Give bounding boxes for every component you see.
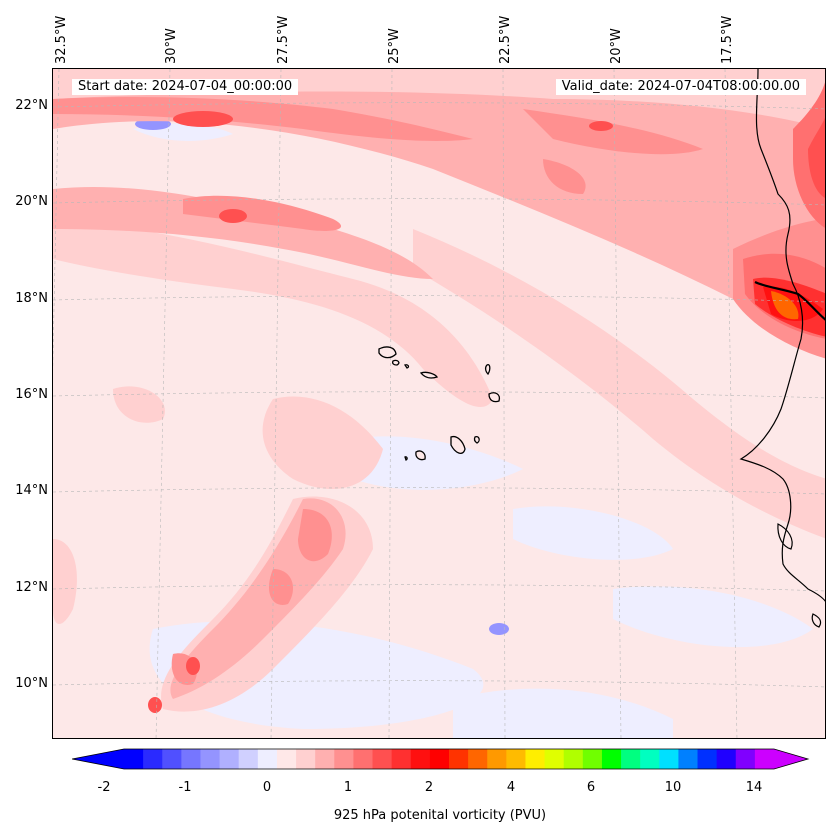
- lat-label: 22°N: [15, 98, 48, 113]
- colorbar-swatch: [659, 749, 679, 769]
- colorbar-label: 925 hPa potenital vorticity (PVU): [333, 808, 547, 823]
- lat-label: 12°N: [15, 580, 48, 595]
- pv-core-red: [148, 111, 613, 713]
- lat-label: 18°N: [15, 291, 48, 306]
- colorbar: [72, 748, 810, 770]
- colorbar-swatch: [429, 749, 450, 769]
- lat-label: 14°N: [15, 483, 48, 498]
- colorbar-swatch: [735, 749, 756, 769]
- lon-label: 27.5°W: [276, 15, 291, 64]
- colorbar-swatch: [640, 749, 660, 769]
- cape-verde-islands: [378, 346, 501, 461]
- colorbar-swatch: [525, 749, 546, 769]
- colorbar-swatch: [353, 749, 374, 769]
- colorbar-swatch: [334, 749, 354, 769]
- colorbar-swatch: [506, 749, 526, 769]
- colorbar-swatch: [276, 749, 297, 769]
- colorbar-swatch: [143, 749, 163, 769]
- colorbar-tick-label: -2: [97, 780, 111, 795]
- pv-band-strong: [53, 97, 703, 685]
- lon-label: 25°W: [387, 28, 402, 64]
- colorbar-swatch: [124, 749, 144, 769]
- lon-label: 17.5°W: [720, 15, 735, 64]
- colorbar-tick-label: 10: [664, 780, 682, 795]
- colorbar-tick-label: 2: [424, 780, 434, 795]
- colorbar-extend-min: [72, 749, 124, 769]
- colorbar-swatch: [716, 749, 737, 769]
- colorbar-swatch: [754, 749, 775, 769]
- pv-field-map: [53, 69, 825, 738]
- colorbar-swatch: [544, 749, 565, 769]
- colorbar-swatch: [238, 749, 259, 769]
- colorbar-swatch: [468, 749, 488, 769]
- colorbar-outline: [72, 748, 810, 770]
- colorbar-swatch: [296, 749, 316, 769]
- colorbar-swatch: [181, 749, 201, 769]
- colorbar-swatch: [449, 749, 469, 769]
- colorbar-tick-label: -1: [178, 780, 192, 795]
- lon-label: 20°W: [609, 28, 624, 64]
- colorbar-swatch: [678, 749, 699, 769]
- gridlines: [53, 69, 825, 738]
- lon-label: 32.5°W: [54, 15, 69, 64]
- colorbar-swatch: [601, 749, 622, 769]
- colorbar-swatch: [582, 749, 603, 769]
- colorbar-swatch: [697, 749, 718, 769]
- colorbar-swatch: [200, 749, 221, 769]
- colorbar-swatch: [563, 749, 584, 769]
- colorbar-swatch: [487, 749, 507, 769]
- colorbar-swatch: [219, 749, 240, 769]
- lat-label: 20°N: [15, 194, 48, 209]
- lon-label: 30°W: [164, 28, 179, 64]
- colorbar-swatch: [315, 749, 335, 769]
- lon-label: 22.5°W: [498, 15, 513, 64]
- pv-coastal-maximum: [733, 82, 825, 359]
- map-panel[interactable]: Start date: 2024-07-04_00:00:00 Valid_da…: [52, 68, 826, 739]
- colorbar-swatch: [257, 749, 278, 769]
- colorbar-tick-label: 6: [586, 780, 596, 795]
- colorbar-tick-label: 1: [343, 780, 353, 795]
- lat-label: 10°N: [15, 676, 48, 691]
- colorbar-swatch: [372, 749, 393, 769]
- lat-label: 16°N: [15, 387, 48, 402]
- colorbar-tick-label: 4: [506, 780, 516, 795]
- colorbar-swatch: [391, 749, 412, 769]
- coastline: [739, 69, 825, 628]
- colorbar-swatch: [162, 749, 182, 769]
- colorbar-extend-max: [774, 749, 808, 769]
- colorbar-swatch: [410, 749, 431, 769]
- start-date-label: Start date: 2024-07-04_00:00:00: [72, 79, 299, 95]
- colorbar-swatch: [621, 749, 641, 769]
- valid-date-label: Valid_date: 2024-07-04T08:00:00.00: [555, 79, 806, 95]
- colorbar-tick-label: 14: [745, 780, 763, 795]
- colorbar-tick-label: 0: [262, 780, 272, 795]
